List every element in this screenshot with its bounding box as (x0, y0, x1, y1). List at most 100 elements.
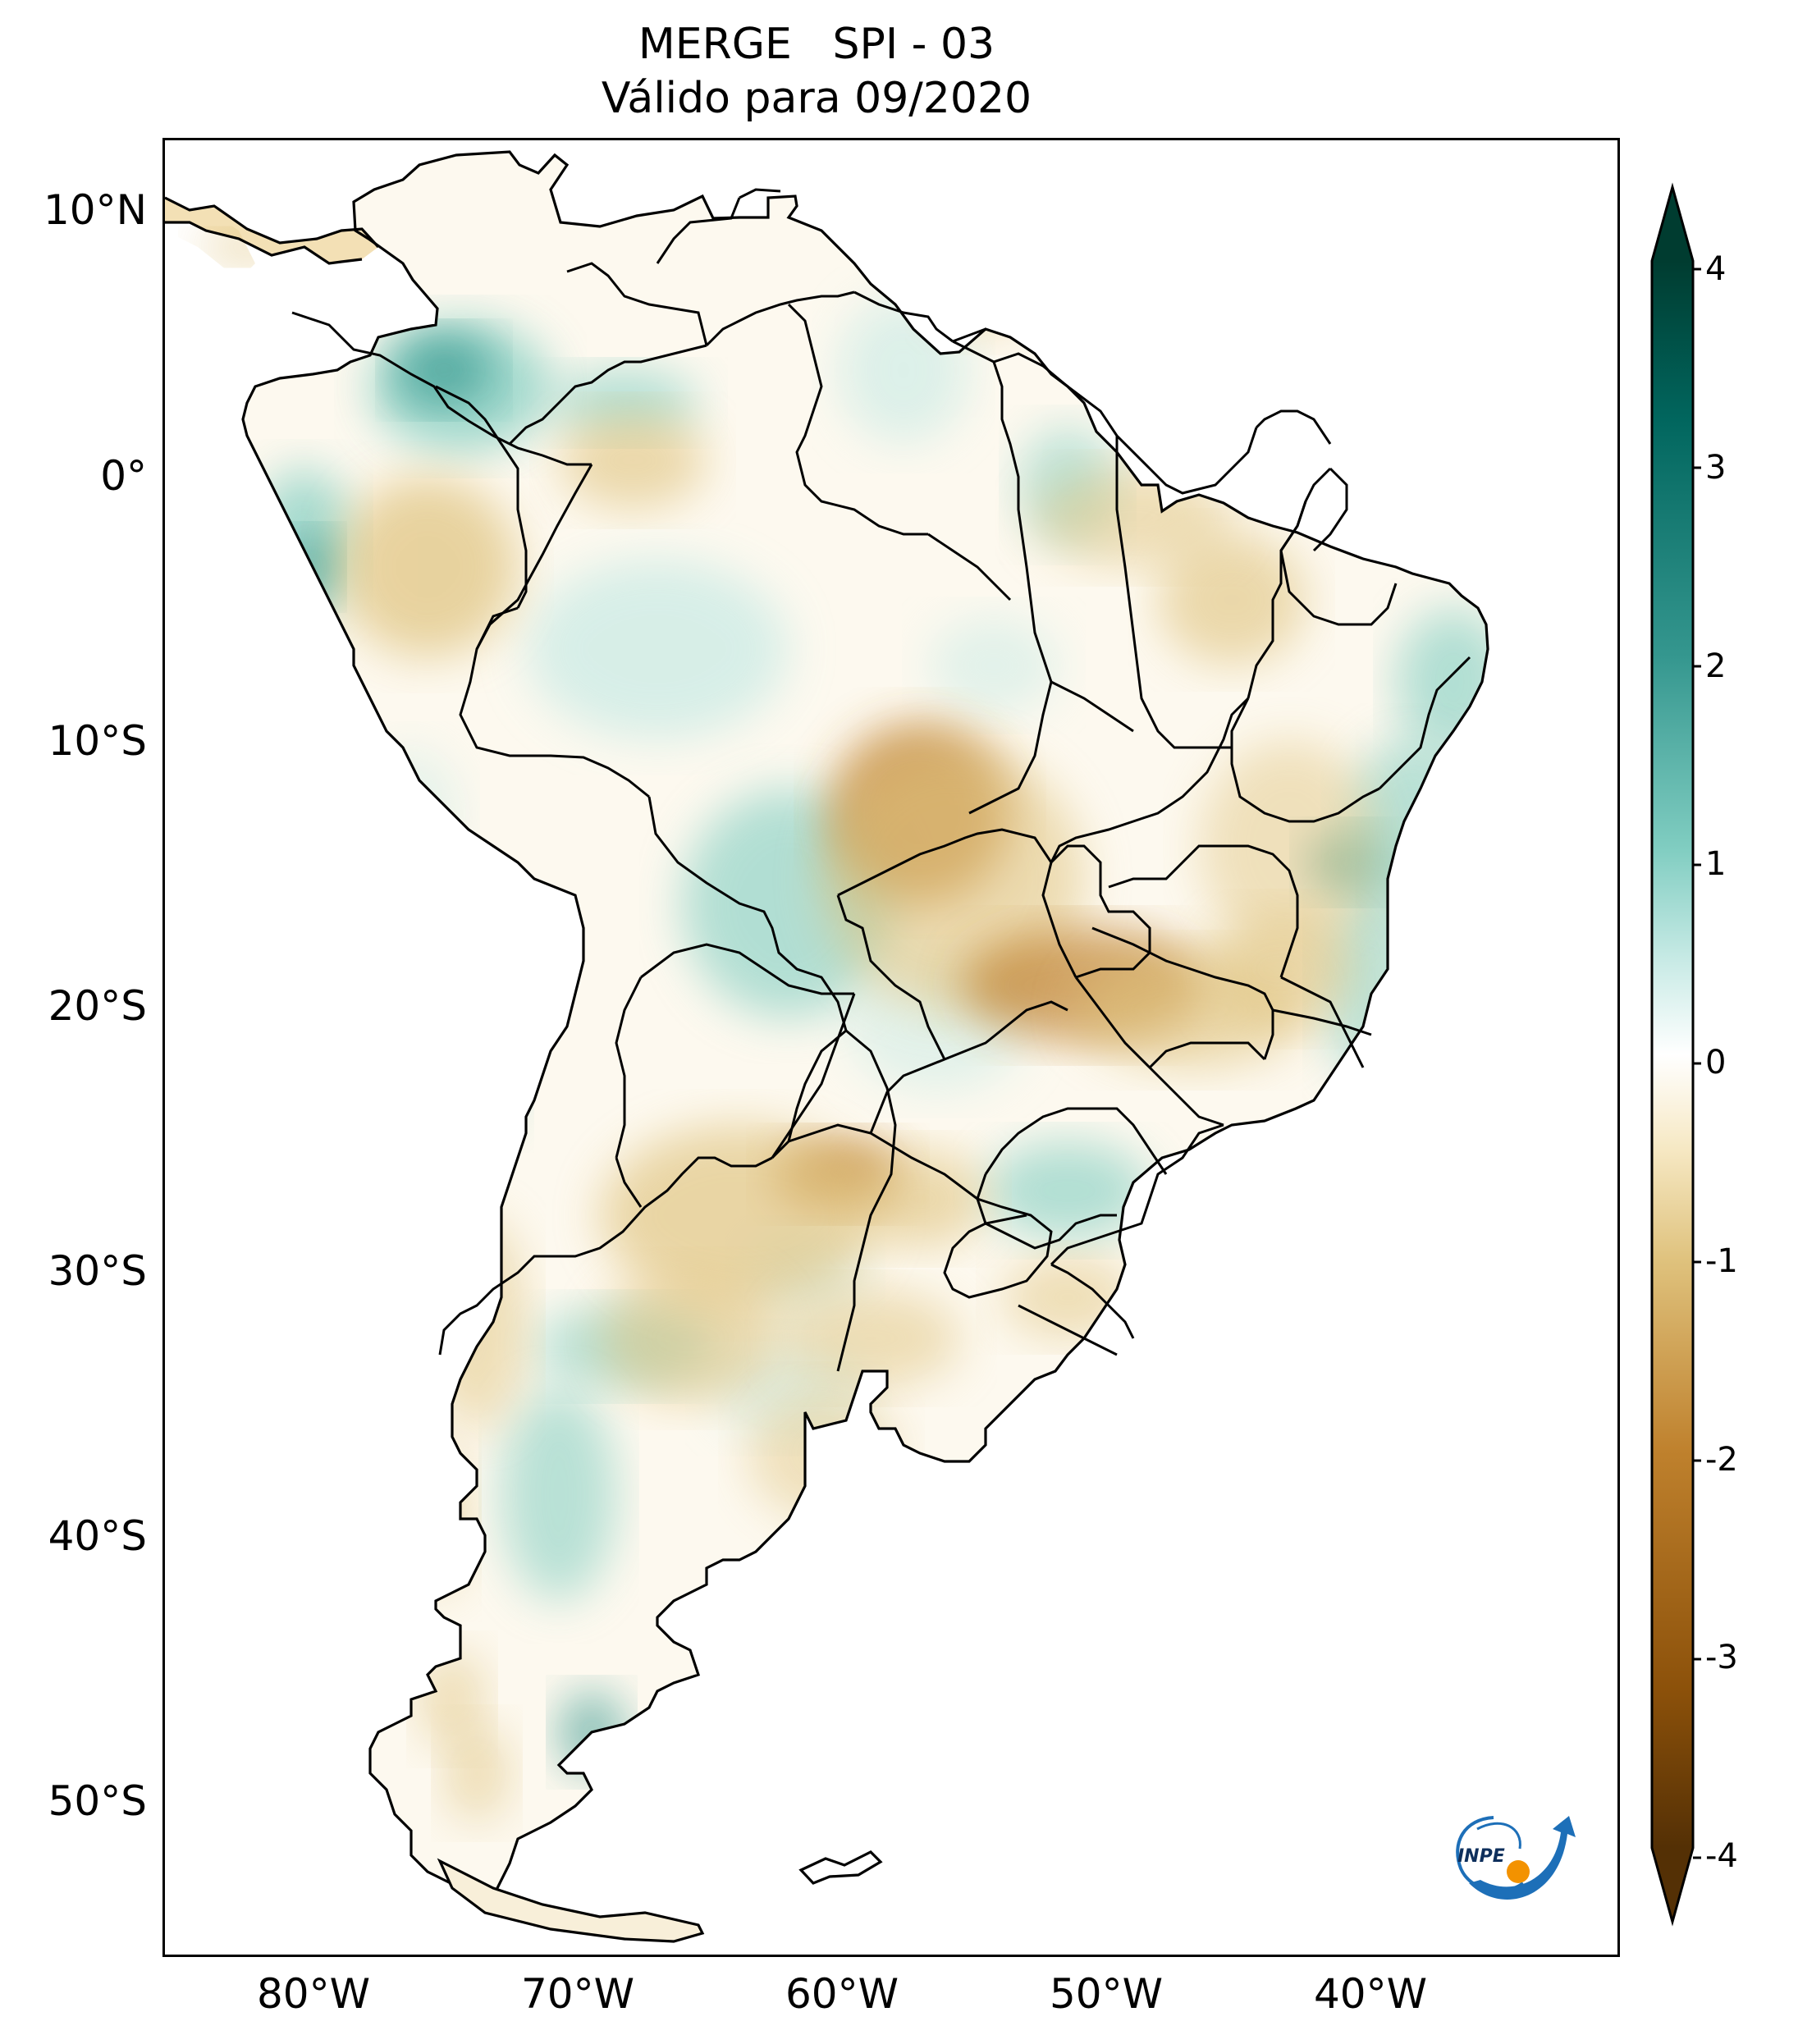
border-line (788, 1123, 1053, 1299)
dry-anomaly-area (1002, 1256, 1133, 1338)
dry-anomaly-area (559, 411, 707, 510)
border-line (459, 464, 650, 798)
country-state-borders (291, 188, 1471, 1372)
border-line (508, 344, 707, 446)
border-line (438, 1156, 773, 1356)
wet-anomaly-area (526, 559, 789, 739)
colorbar-tick-label: 4 (1705, 250, 1727, 288)
dry-anomaly-area (600, 1125, 879, 1306)
central-america-coastline (165, 196, 380, 265)
border-line (1050, 697, 1250, 863)
falkland-islands (798, 1850, 883, 1885)
border-line (968, 681, 1053, 815)
border-line (869, 1000, 1068, 1134)
lon-tick-label: 50°W (1049, 1970, 1164, 2018)
logo-ring-inner (1476, 1822, 1521, 1850)
border-line (640, 943, 854, 995)
dry-anomaly-area (403, 1445, 469, 1593)
lat-tick-label: 10°N (43, 186, 147, 234)
dry-anomaly-area (600, 1273, 780, 1404)
border-line (976, 1173, 1117, 1250)
border-line (1247, 467, 1332, 699)
border-line (1280, 976, 1365, 1068)
spi-map (165, 150, 1489, 1943)
colorbar-tick-label: 1 (1705, 845, 1727, 883)
wet-anomaly-area (501, 1388, 616, 1601)
lon-tick-label: 80°W (256, 1970, 371, 2018)
border-line (1067, 385, 1258, 495)
lat-tick-label: 40°S (48, 1512, 147, 1560)
lon-tick-label: 40°W (1313, 1970, 1428, 2018)
dry-anomaly-area (444, 1724, 510, 1822)
colorbar-tick-label: 0 (1705, 1044, 1727, 1081)
lon-tick-label: 60°W (785, 1970, 899, 2018)
border-line (836, 894, 946, 1060)
border-line (1378, 656, 1471, 790)
dry-anomaly-area (337, 477, 518, 657)
inpe-logo: INPE (1456, 1816, 1576, 1900)
tierra-del-fuego (437, 1858, 705, 1943)
border-line (836, 1029, 897, 1372)
border-line (1279, 501, 1398, 626)
border-line (1272, 1008, 1372, 1036)
dry-anomaly-area (1035, 469, 1232, 567)
colorbar-tick-label: 3 (1705, 449, 1727, 487)
colorbar-ticks (1693, 268, 1701, 1859)
colorbar (1650, 182, 1701, 1927)
lat-tick-label: 10°S (48, 717, 147, 765)
lat-tick-label: 20°S (48, 982, 147, 1030)
dry-anomaly-area (854, 1150, 986, 1248)
border-line (1255, 409, 1332, 445)
border-line (992, 361, 1053, 683)
border-line (435, 385, 528, 609)
border-line (566, 262, 708, 346)
map-frame (162, 138, 1620, 1957)
colorbar-gradient (1652, 261, 1693, 1848)
border-line (1115, 436, 1232, 749)
border-line (952, 340, 1068, 388)
border-line (1050, 1263, 1135, 1339)
border-line (1050, 1123, 1224, 1266)
border-line (787, 303, 928, 536)
dry-anomaly-area (928, 198, 1043, 329)
borders-layer (165, 150, 1489, 1943)
colorbar-tick-label: -2 (1705, 1441, 1738, 1479)
border-line (1091, 926, 1274, 1060)
lon-tick-label: 70°W (520, 1970, 635, 2018)
chart-title-line2: Válido para 09/2020 (601, 74, 1032, 123)
colorbar-outline (1650, 182, 1695, 1927)
border-line (837, 828, 1077, 978)
wet-anomaly-area (395, 333, 493, 407)
border-line (656, 197, 741, 264)
border-line (1312, 467, 1348, 552)
border-line (984, 1107, 1168, 1175)
border-line (1050, 844, 1151, 979)
central-america-land (165, 198, 378, 263)
lat-tick-label: 0° (100, 452, 147, 500)
dry-anomaly-area (780, 1289, 961, 1388)
border-line (1148, 1041, 1266, 1069)
lat-tick-label: 50°S (48, 1777, 147, 1825)
colorbar-extend-top (1652, 187, 1693, 261)
wet-anomaly-area (362, 748, 460, 879)
logo-text: INPE (1457, 1846, 1505, 1867)
border-line (1108, 844, 1299, 978)
lat-tick-label: 30°S (48, 1247, 147, 1295)
border-line (739, 188, 781, 199)
border-line (771, 993, 856, 1159)
border-line (647, 796, 848, 1031)
border-line (475, 606, 519, 650)
colorbar-tick-label: -1 (1705, 1242, 1738, 1280)
colorbar-tick-label: -4 (1705, 1837, 1738, 1875)
border-line (771, 1029, 847, 1159)
logo-swoosh-icon (1469, 1816, 1576, 1900)
wet-anomaly-area (1396, 608, 1488, 756)
wet-anomaly-area (928, 616, 1059, 715)
border-line (705, 290, 855, 347)
colorbar-tick-label: 2 (1705, 647, 1727, 685)
logo-dot (1507, 1860, 1530, 1883)
wet-anomaly-area (436, 1035, 518, 1133)
colorbar-tick-label: -3 (1705, 1639, 1738, 1676)
border-line (1050, 680, 1134, 733)
dry-anomaly-area (748, 1388, 895, 1519)
